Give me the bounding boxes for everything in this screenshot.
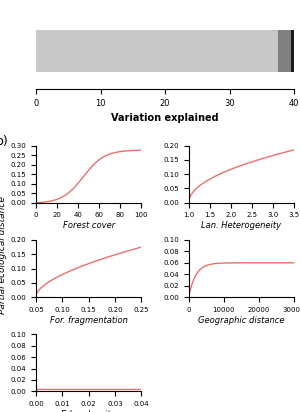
Bar	[278, 30, 291, 72]
X-axis label: Lan. Heterogeneity: Lan. Heterogeneity	[201, 221, 281, 230]
Text: b): b)	[0, 135, 9, 148]
X-axis label: Forest cover: Forest cover	[62, 221, 115, 230]
X-axis label: Edge density: Edge density	[61, 410, 116, 412]
X-axis label: For. fragmentation: For. fragmentation	[50, 316, 128, 325]
Bar	[291, 30, 300, 72]
X-axis label: Variation explained: Variation explained	[111, 113, 219, 124]
X-axis label: Geographic distance: Geographic distance	[198, 316, 285, 325]
Bar	[36, 30, 278, 72]
Text: Partial ecological distance: Partial ecological distance	[0, 197, 8, 314]
